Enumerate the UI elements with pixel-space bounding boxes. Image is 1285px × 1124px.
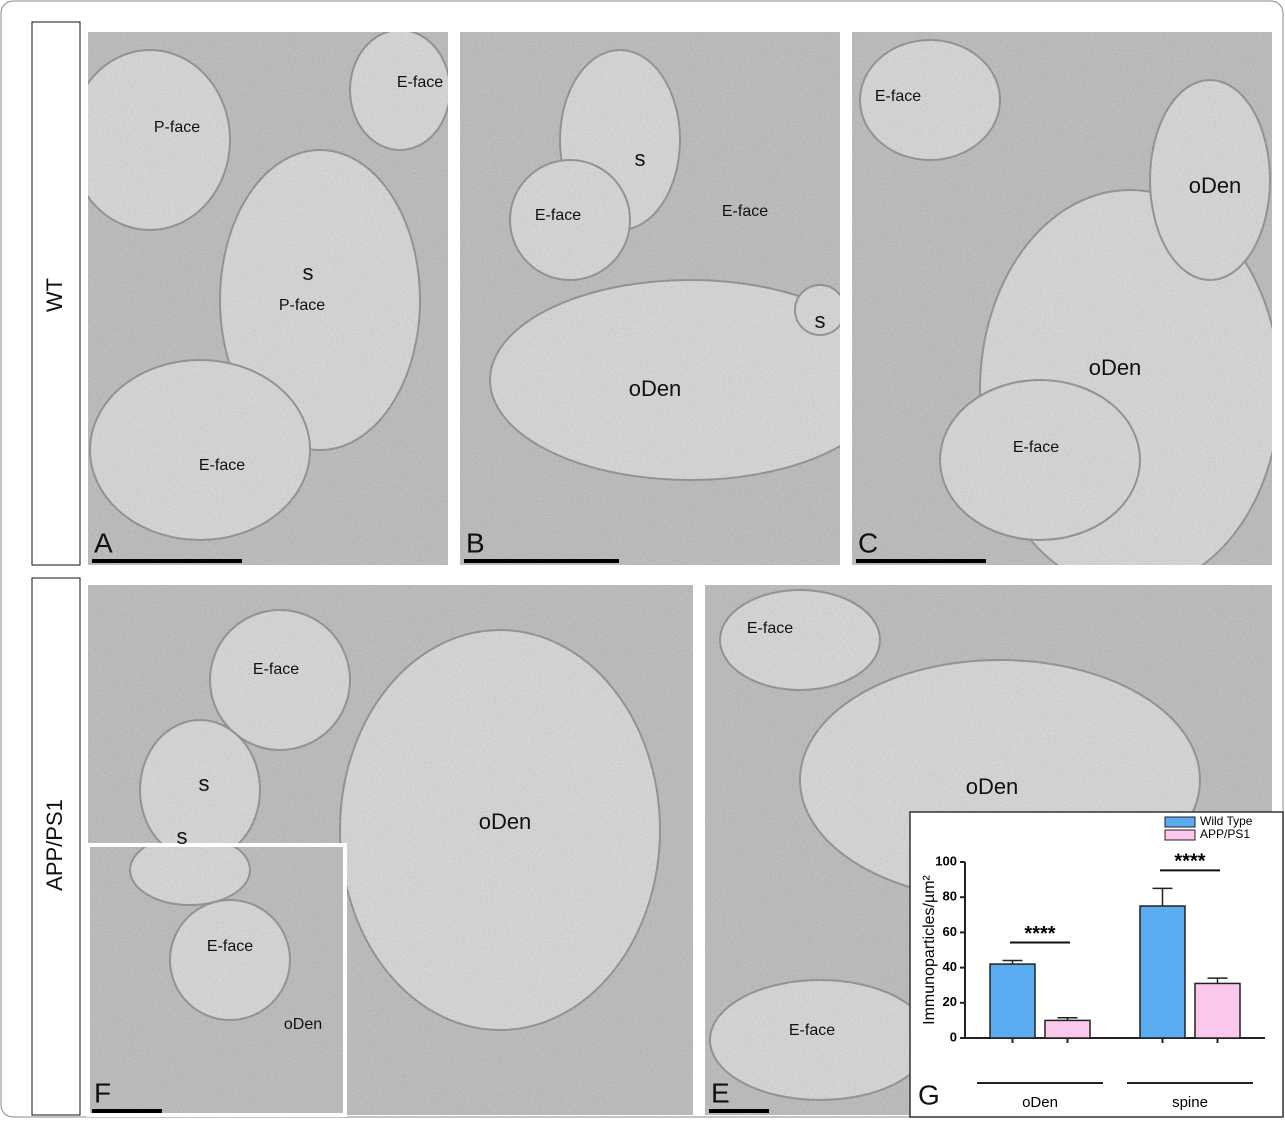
legend-label: Wild Type [1200,814,1253,828]
region-label: oDen [1189,173,1242,198]
texture [88,845,345,1115]
region-label: E-face [397,74,443,91]
panel-letter: C [858,527,878,558]
micrograph-image [852,32,1280,590]
bar-chart: 0 20 40 60 80 100 Immunoparticles/µm² oDen **** s… [910,812,1283,1117]
panel-letter: G [918,1079,940,1110]
region-label: oDen [479,809,532,834]
region-label: E-face [253,661,299,678]
figure: WT APP/PS1 ABCDEF E-face P-face s P-face… [0,0,1285,1119]
texture [88,32,448,565]
panel-letter: F [94,1077,111,1108]
legend-label: APP/PS1 [1200,827,1250,841]
y-axis-title: Immunoparticles/µm² [921,874,938,1024]
region-label: oDen [284,1016,322,1033]
micrograph: B [460,32,890,565]
bar [1195,983,1240,1038]
row-label: WT [42,278,67,312]
panel-letter: E [711,1077,730,1108]
x-tick-label: spine [1172,1094,1208,1111]
region-label: s [177,824,188,849]
region-label: E-face [207,938,253,955]
micrograph-image [70,30,450,565]
micrograph-image [460,32,890,565]
y-tick-label: 40 [943,959,957,974]
micrograph: F [88,835,345,1115]
region-label: E-face [1013,439,1059,456]
bar [1140,906,1185,1038]
significance: **** [1174,851,1205,873]
region-label: P-face [279,297,325,314]
y-tick-label: 80 [943,889,957,904]
row-label: APP/PS1 [42,799,67,891]
region-label: oDen [1089,355,1142,380]
region-label: E-face [722,203,768,220]
texture [852,32,1272,565]
panel-letter: B [466,527,485,558]
micrograph: A [70,30,450,565]
y-tick-label: 100 [935,853,957,868]
y-tick-label: 0 [950,1029,957,1044]
bar [1045,1020,1090,1038]
region-label: E-face [199,457,245,474]
region-label: E-face [875,88,921,105]
legend-swatch [1165,830,1195,840]
region-label: E-face [535,207,581,224]
region-label: s [815,308,826,333]
panel-letter: A [94,527,113,558]
region-label: E-face [747,620,793,637]
region-label: oDen [629,376,682,401]
region-label: s [635,146,646,171]
y-tick-label: 20 [943,994,957,1009]
legend-swatch [1165,817,1195,827]
region-label: s [199,771,210,796]
micrograph: C [852,32,1280,590]
bar [990,964,1035,1038]
region-label: E-face [789,1022,835,1039]
x-tick-label: oDen [1022,1094,1058,1111]
region-label: oDen [966,774,1019,799]
region-label: s [303,260,314,285]
texture [460,32,840,565]
significance: **** [1024,923,1055,945]
micrograph-image [88,835,345,1115]
y-tick-label: 60 [943,924,957,939]
region-label: P-face [154,119,200,136]
